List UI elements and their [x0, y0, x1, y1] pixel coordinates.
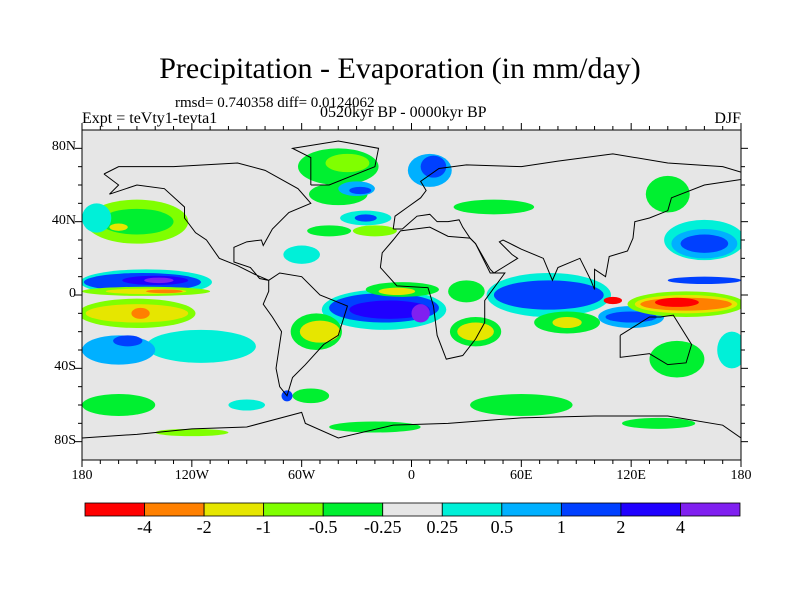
- lat-tick-label: 40S: [54, 359, 76, 375]
- colorbar-label: -0.5: [308, 517, 338, 537]
- field-patch: [109, 223, 128, 231]
- field-patch: [307, 225, 352, 237]
- field-patch: [131, 307, 150, 319]
- colorbar-label: 0.25: [426, 517, 459, 537]
- field-patch: [552, 317, 582, 328]
- colorbar-label: 4: [675, 517, 685, 537]
- field-patch: [605, 311, 657, 323]
- field-patch: [457, 322, 494, 341]
- field-patch: [654, 297, 699, 307]
- coastline-greenland: [290, 140, 380, 186]
- stats-text: rmsd= 0.740358 diff= 0.0124062: [175, 95, 375, 111]
- colorbar-box: [263, 502, 324, 517]
- colorbar-box: [680, 502, 741, 517]
- field-patch: [645, 175, 690, 213]
- lat-tick-label: 80S: [54, 432, 76, 448]
- lat-tick-label: 0: [69, 286, 76, 301]
- field-patch: [622, 417, 696, 429]
- colorbar-box: [560, 502, 622, 517]
- lon-tick-label: 60E: [510, 468, 533, 483]
- period-label: 0520kyr BP - 0000kyr BP: [320, 104, 487, 121]
- colorbar-box: [501, 502, 562, 517]
- colorbar-box: [203, 502, 265, 517]
- field-patch: [325, 153, 370, 173]
- colorbar-box: [441, 502, 503, 517]
- field-patch: [453, 199, 535, 215]
- experiment-label: Expt = teVty1-tevta1: [82, 110, 218, 127]
- colorbar-box: [84, 502, 145, 517]
- lat-tick-label: 80N: [51, 139, 76, 155]
- field-patch: [82, 394, 156, 416]
- lon-tick-label: 180: [730, 468, 752, 483]
- lon-tick-label: 60W: [288, 468, 316, 483]
- lon-tick-label: 0: [408, 468, 415, 483]
- colorbar-box: [620, 502, 681, 517]
- field-patch: [667, 276, 741, 284]
- field-patch: [292, 388, 330, 404]
- coastline-africa: [379, 226, 506, 360]
- field-patch: [100, 208, 174, 235]
- field-patch: [144, 277, 174, 284]
- plot-title: Precipitation - Evaporation (in mm/day): [159, 52, 641, 85]
- field-patch: [283, 245, 320, 264]
- coastline-south-america: [262, 272, 349, 397]
- field-patch: [146, 289, 183, 294]
- field-patch: [470, 394, 573, 416]
- field-patch: [493, 280, 604, 310]
- colorbar-label: -4: [137, 517, 153, 537]
- season-label: DJF: [714, 110, 741, 127]
- field-patch: [146, 329, 256, 363]
- field-patch: [649, 340, 705, 378]
- lat-tick-label: 40N: [51, 212, 76, 228]
- lon-tick-label: 180: [71, 468, 93, 483]
- colorbar-box: [382, 502, 443, 517]
- field-patch: [155, 428, 229, 437]
- coastline-antarctica: [82, 411, 741, 439]
- coastline-australia: [619, 314, 693, 366]
- field-patch: [680, 234, 729, 253]
- field-patch: [354, 214, 377, 222]
- colorbar-box: [322, 502, 384, 517]
- field-patch: [82, 203, 112, 233]
- field-patch: [448, 280, 485, 303]
- field-patch: [349, 300, 430, 319]
- lon-tick-label: 120W: [174, 468, 209, 483]
- colorbar-box: [144, 502, 205, 517]
- field-patch: [378, 287, 416, 296]
- colorbar-label: -0.25: [363, 517, 402, 537]
- colorbar-label: 2: [616, 517, 626, 537]
- lon-tick-label: 120E: [616, 468, 646, 483]
- field-patch: [352, 225, 397, 237]
- field-patch: [603, 296, 623, 305]
- field-patch: [411, 304, 430, 323]
- colorbar-label: -2: [196, 517, 212, 537]
- colorbar-label: -1: [256, 517, 272, 537]
- field-patch: [299, 320, 341, 343]
- field-patch: [349, 186, 372, 195]
- colorbar-label: 1: [556, 517, 566, 537]
- coastline-north-america: [103, 162, 312, 281]
- field-patch: [228, 399, 266, 411]
- colorbar-label: 0.5: [490, 517, 514, 537]
- field-patch: [329, 421, 421, 433]
- field-patch: [717, 331, 741, 369]
- field-patch: [113, 335, 143, 347]
- field-patch: [420, 155, 447, 178]
